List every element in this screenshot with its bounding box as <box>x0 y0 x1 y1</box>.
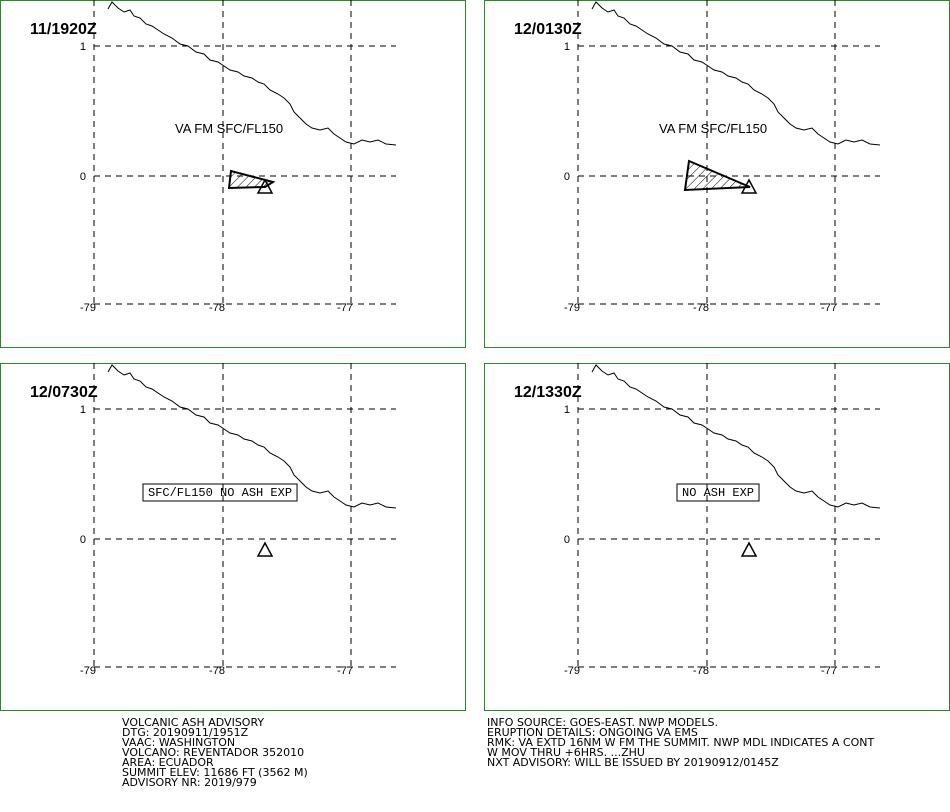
lon-label: -77 <box>821 665 837 677</box>
advisory-line: DTG: 20190911/1951Z <box>122 726 249 739</box>
volcano <box>256 541 274 557</box>
lon-label: -78 <box>693 665 709 677</box>
lon-label: -77 <box>337 302 353 314</box>
map-panel: 1 0 -79 -78 -77 12/0730Z SFC/FL150 NO ASH EXP <box>0 363 466 711</box>
valid-time: 12/1330Z <box>514 384 582 401</box>
valid-time: 11/1920Z <box>30 21 97 38</box>
ash-note: SFC/FL150 NO ASH EXP <box>148 486 292 500</box>
lon-label: -79 <box>80 665 96 677</box>
lat-label: 0 <box>564 171 570 183</box>
lat-label: 0 <box>80 171 86 183</box>
valid-time: 12/0730Z <box>30 384 98 401</box>
advisory-line: VAAC: WASHINGTON <box>122 736 235 749</box>
ash-note: NO ASH EXP <box>682 486 754 500</box>
lon-label: -78 <box>693 302 709 314</box>
panel-border <box>0 0 466 348</box>
coastline <box>591 364 881 509</box>
lat-label: 1 <box>564 41 570 53</box>
volcano <box>740 541 758 557</box>
ash-annotation: VA FM SFC/FL150 <box>175 121 283 136</box>
advisory-line: RMK: VA EXTD 16NM W FM THE SUMMIT. NWP M… <box>487 736 874 749</box>
lon-label: -79 <box>80 302 96 314</box>
coastline <box>107 364 397 509</box>
lon-label: -78 <box>209 665 225 677</box>
lon-label: -78 <box>209 302 225 314</box>
advisory-line: ERUPTION DETAILS: ONGOING VA EMS <box>487 726 698 739</box>
lon-label: -79 <box>564 302 580 314</box>
panel-border <box>0 363 466 711</box>
ash-annotation: VA FM SFC/FL150 <box>659 121 767 136</box>
ash-area <box>227 169 276 190</box>
advisory-line: VOLCANIC ASH ADVISORY <box>122 716 264 729</box>
coastline <box>107 1 397 146</box>
coastline <box>591 1 881 146</box>
map-panel: 1 0 -79 -78 -77 12/0130Z VA FM SFC/FL150 <box>484 0 950 348</box>
advisory-line: NXT ADVISORY: WILL BE ISSUED BY 20190912… <box>487 756 779 769</box>
lat-label: 0 <box>564 534 570 546</box>
volcano <box>740 178 758 194</box>
map-panel: 1 0 -79 -78 -77 12/1330Z NO ASH EXP <box>484 363 950 711</box>
note-box <box>676 483 760 502</box>
panel-border <box>484 363 950 711</box>
lon-label: -77 <box>337 665 353 677</box>
advisory-line: VOLCANO: REVENTADOR 352010 <box>122 746 304 759</box>
advisory-line: ADVISORY NR: 2019/979 <box>122 776 257 789</box>
lon-label: -79 <box>564 665 580 677</box>
volcano <box>256 178 274 194</box>
advisory-line: W MOV THRU +6HRS. ...ZHU <box>487 746 645 759</box>
lat-label: 0 <box>80 534 86 546</box>
map-panel: 1 0 -79 -78 -77 11/1920Z VA FM SFC/FL150 <box>0 0 466 348</box>
lat-label: 1 <box>80 41 86 53</box>
advisory-line: SUMMIT ELEV: 11686 FT (3562 M) <box>122 766 308 779</box>
valid-time: 12/0130Z <box>514 21 582 38</box>
lat-label: 1 <box>564 404 570 416</box>
advisory-line: AREA: ECUADOR <box>122 756 214 769</box>
note-box <box>142 483 298 502</box>
lon-label: -77 <box>821 302 837 314</box>
advisory-line: INFO SOURCE: GOES-EAST. NWP MODELS. <box>487 716 718 729</box>
lat-label: 1 <box>80 404 86 416</box>
ash-area <box>683 159 751 192</box>
